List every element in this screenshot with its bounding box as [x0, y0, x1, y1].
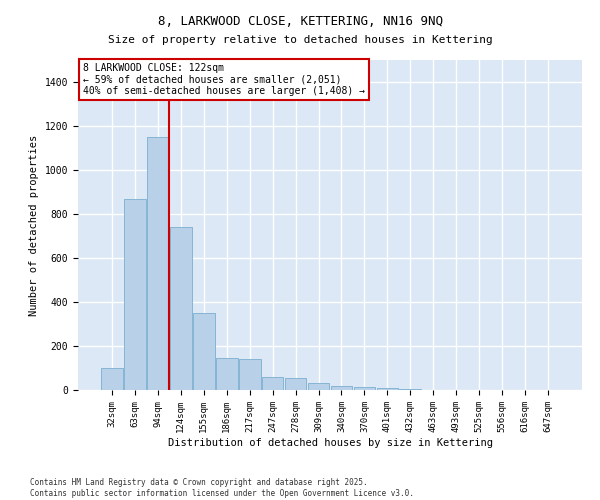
Bar [331, 386, 352, 390]
Bar [284, 378, 307, 390]
Bar [124, 198, 146, 390]
Bar [239, 359, 260, 390]
X-axis label: Distribution of detached houses by size in Kettering: Distribution of detached houses by size … [167, 438, 493, 448]
Bar [400, 389, 421, 390]
Bar [308, 384, 329, 390]
Bar [377, 388, 398, 390]
Bar [170, 227, 191, 390]
Text: Size of property relative to detached houses in Kettering: Size of property relative to detached ho… [107, 35, 493, 45]
Bar [193, 313, 215, 390]
Bar [216, 358, 238, 390]
Text: Contains HM Land Registry data © Crown copyright and database right 2025.
Contai: Contains HM Land Registry data © Crown c… [30, 478, 414, 498]
Text: 8 LARKWOOD CLOSE: 122sqm
← 59% of detached houses are smaller (2,051)
40% of sem: 8 LARKWOOD CLOSE: 122sqm ← 59% of detach… [83, 64, 365, 96]
Bar [147, 137, 169, 390]
Y-axis label: Number of detached properties: Number of detached properties [29, 134, 39, 316]
Bar [353, 386, 376, 390]
Text: 8, LARKWOOD CLOSE, KETTERING, NN16 9NQ: 8, LARKWOOD CLOSE, KETTERING, NN16 9NQ [157, 15, 443, 28]
Bar [101, 368, 123, 390]
Bar [262, 377, 283, 390]
